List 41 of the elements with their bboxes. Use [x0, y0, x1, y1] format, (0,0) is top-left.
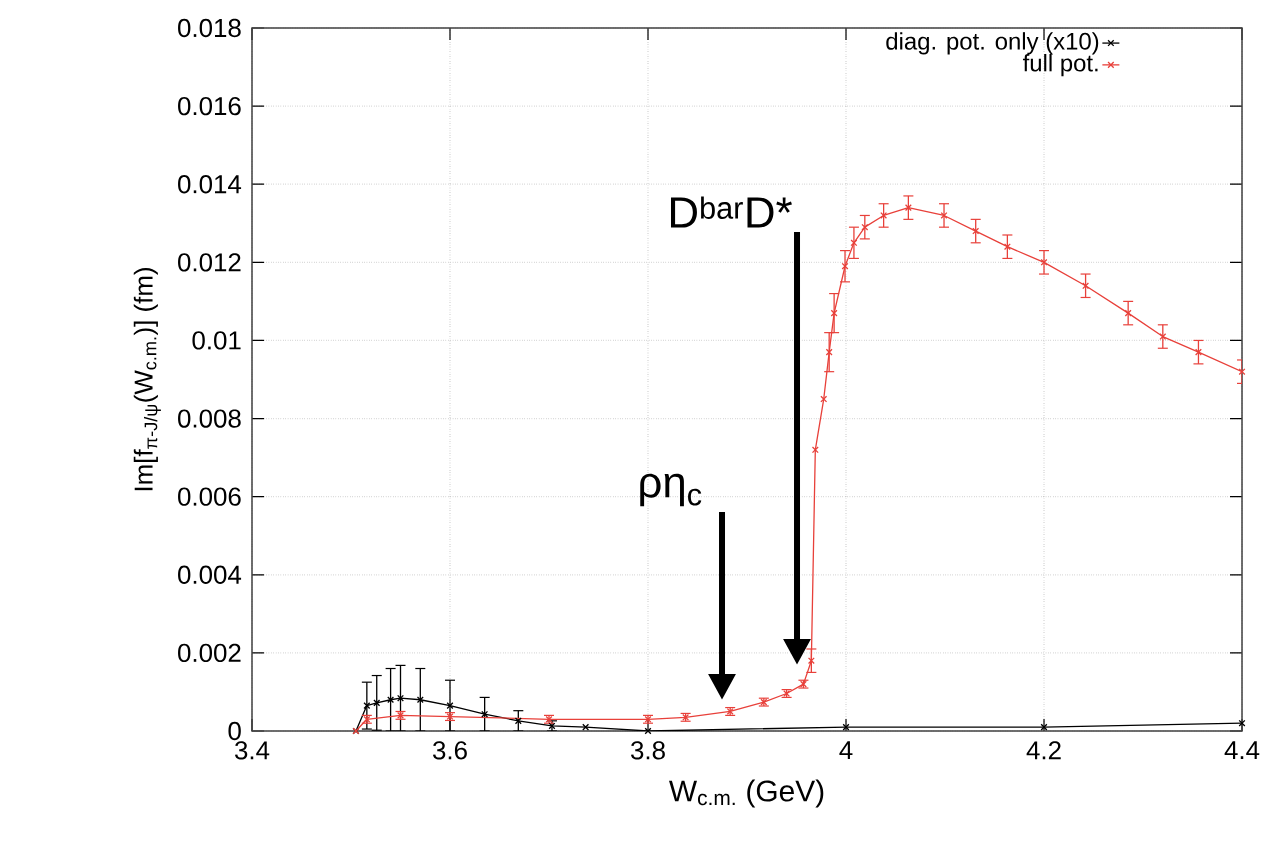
point [820, 395, 828, 403]
point [1238, 368, 1246, 376]
y-tick-label: 0.018 [178, 18, 241, 38]
point [363, 702, 371, 710]
y-tick-label: 0 [228, 721, 241, 741]
point [397, 694, 404, 702]
y-tick-label: 0.01 [192, 331, 241, 350]
legend-label: diag. pot. only (x10) [886, 32, 1099, 55]
point [387, 696, 395, 704]
point [1238, 719, 1246, 727]
point [1159, 333, 1167, 341]
annotation: ρη$_{c}$ [640, 473, 702, 507]
point [841, 262, 849, 270]
annotation: D$^{bar}$D* [670, 196, 792, 228]
x-axis-title: W$_{c.m.}$ (GeV) [669, 779, 824, 808]
point [1082, 282, 1090, 290]
point [850, 239, 858, 247]
y-tick-label: 0.004 [178, 565, 242, 584]
y-axis-title: Im[f$_{π-J/ψ}$(W$_{c.m.}$)] (fm) [133, 268, 161, 491]
point [811, 446, 819, 454]
point [1194, 348, 1202, 356]
x-tick-label: 3.4 [234, 741, 270, 760]
x-tick-label: 3.8 [630, 741, 665, 760]
point [446, 702, 454, 710]
point [972, 227, 980, 235]
y-tick-label: 0.014 [178, 175, 242, 194]
y-tick-label: 0.008 [178, 409, 241, 428]
point [373, 699, 381, 707]
y-tick-label: 0.012 [178, 253, 241, 272]
x-tick-label: 4 [839, 741, 853, 759]
y-tick-label: 0.006 [178, 487, 241, 506]
x-tick-label: 3.6 [432, 741, 467, 760]
point [481, 710, 489, 718]
x-tick-label: 4.4 [1224, 741, 1260, 759]
y-tick-label: 0.002 [178, 643, 241, 663]
x-tick-label: 4.2 [1026, 741, 1061, 760]
point [940, 211, 948, 219]
y-tick-label: 0.016 [178, 96, 241, 116]
point [1040, 258, 1048, 266]
point [514, 717, 522, 725]
point [582, 723, 590, 731]
